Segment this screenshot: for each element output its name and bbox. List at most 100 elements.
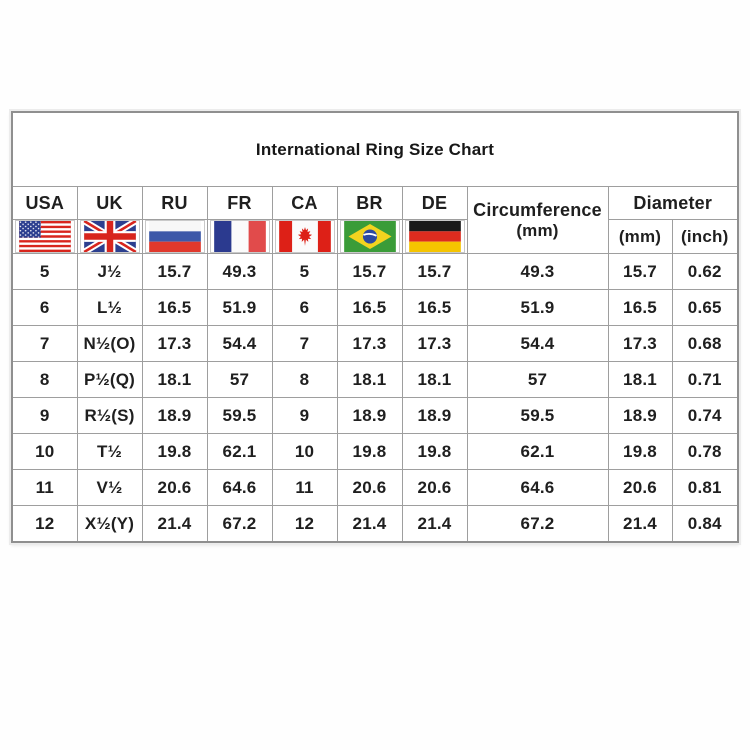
table-cell: 59.5 — [466, 397, 609, 434]
table-cell: 18.1 — [401, 361, 468, 398]
table-cell: 19.8 — [607, 433, 673, 470]
table-cell: 18.1 — [607, 361, 673, 398]
uk-flag-icon — [79, 220, 140, 253]
flag-row: (mm) (inch) — [11, 219, 739, 254]
table-cell: 49.3 — [206, 253, 273, 290]
table-cell: 15.7 — [141, 253, 208, 290]
table-cell: 5 — [271, 253, 338, 290]
france-flag-cell — [206, 219, 273, 254]
table-cell: 59.5 — [206, 397, 273, 434]
table-cell: 16.5 — [336, 289, 403, 326]
table-cell: 67.2 — [206, 505, 273, 543]
table-cell: 62.1 — [466, 433, 609, 470]
table-cell: 10 — [271, 433, 338, 470]
table-cell: 11 — [11, 469, 78, 506]
diameter-inch-header: (inch) — [671, 219, 739, 254]
table-cell: 8 — [11, 361, 78, 398]
table-cell: 9 — [11, 397, 78, 434]
table-cell: 10 — [11, 433, 78, 470]
usa-flag-icon — [14, 220, 75, 253]
table-row: 5 J½ 15.7 49.3 5 15.7 15.7 49.3 15.7 0.62 — [11, 253, 739, 290]
table-row: 11 V½ 20.6 64.6 11 20.6 20.6 64.6 20.6 0.81 — [11, 469, 739, 506]
ring-size-chart-table: International Ring Size Chart USA UK RU … — [11, 111, 739, 543]
table-cell: 19.8 — [141, 433, 208, 470]
table-cell: 18.1 — [336, 361, 403, 398]
table-cell: 9 — [271, 397, 338, 434]
table-cell: N½(O) — [76, 325, 143, 362]
table-cell: 0.84 — [671, 505, 739, 543]
table-cell: 16.5 — [607, 289, 673, 326]
table-cell: 21.4 — [401, 505, 468, 543]
table-cell: 12 — [271, 505, 338, 543]
table-cell: 7 — [271, 325, 338, 362]
table-cell: 15.7 — [401, 253, 468, 290]
table-cell: 17.3 — [401, 325, 468, 362]
column-header-fr: FR — [206, 186, 273, 220]
table-cell: 64.6 — [206, 469, 273, 506]
canada-flag-cell — [271, 219, 338, 254]
table-cell: 51.9 — [466, 289, 609, 326]
table-cell: 64.6 — [466, 469, 609, 506]
table-cell: 0.74 — [671, 397, 739, 434]
table-cell: 49.3 — [466, 253, 609, 290]
column-header-diameter: Diameter — [607, 186, 739, 220]
table-cell: V½ — [76, 469, 143, 506]
table-row: 7 N½(O) 17.3 54.4 7 17.3 17.3 54.4 17.3 0.68 — [11, 325, 739, 362]
table-cell: 21.4 — [607, 505, 673, 543]
table-cell: 0.71 — [671, 361, 739, 398]
table-cell: 0.81 — [671, 469, 739, 506]
table-cell: 20.6 — [141, 469, 208, 506]
column-header-ca: CA — [271, 186, 338, 220]
russia-flag-cell — [141, 219, 208, 254]
column-header-de: DE — [401, 186, 468, 220]
table-cell: 12 — [11, 505, 78, 543]
canada-flag-icon — [274, 220, 335, 253]
table-row: 10 T½ 19.8 62.1 10 19.8 19.8 62.1 19.8 0.78 — [11, 433, 739, 470]
table-cell: 17.3 — [607, 325, 673, 362]
table-cell: 6 — [11, 289, 78, 326]
germany-flag-cell — [401, 219, 468, 254]
table-cell: 67.2 — [466, 505, 609, 543]
table-cell: L½ — [76, 289, 143, 326]
table-cell: J½ — [76, 253, 143, 290]
uk-flag-cell — [76, 219, 143, 254]
usa-flag-cell — [11, 219, 78, 254]
column-header-uk: UK — [76, 186, 143, 220]
page-title: International Ring Size Chart — [11, 111, 739, 187]
table-row: 9 R½(S) 18.9 59.5 9 18.9 18.9 59.5 18.9 0.74 — [11, 397, 739, 434]
table-cell: 17.3 — [141, 325, 208, 362]
table-cell: 11 — [271, 469, 338, 506]
table-cell: 17.3 — [336, 325, 403, 362]
title-row: International Ring Size Chart — [11, 111, 739, 187]
table-cell: 51.9 — [206, 289, 273, 326]
table-cell: 0.68 — [671, 325, 739, 362]
table-cell: 15.7 — [336, 253, 403, 290]
column-header-usa: USA — [11, 186, 78, 220]
table-cell: 54.4 — [206, 325, 273, 362]
table-cell: 19.8 — [336, 433, 403, 470]
country-code-row: USA UK RU FR CA BR DE Circumference (mm)… — [11, 186, 739, 254]
table-cell: 18.9 — [336, 397, 403, 434]
russia-flag-icon — [144, 220, 205, 253]
table-cell: 0.65 — [671, 289, 739, 326]
column-header-br: BR — [336, 186, 403, 220]
diameter-mm-header: (mm) — [607, 219, 673, 254]
table-cell: 0.78 — [671, 433, 739, 470]
table-cell: 57 — [206, 361, 273, 398]
circumference-label: Circumference — [473, 199, 602, 220]
table-cell: 57 — [466, 361, 609, 398]
table-row: 8 P½(Q) 18.1 57 8 18.1 18.1 57 18.1 0.71 — [11, 361, 739, 398]
table-cell: 21.4 — [141, 505, 208, 543]
table-cell: R½(S) — [76, 397, 143, 434]
table-cell: 54.4 — [466, 325, 609, 362]
circumference-unit: (mm) — [516, 220, 559, 240]
brazil-flag-cell — [336, 219, 403, 254]
table-cell: T½ — [76, 433, 143, 470]
table-cell: 20.6 — [401, 469, 468, 506]
table-cell: 7 — [11, 325, 78, 362]
table-cell: 8 — [271, 361, 338, 398]
france-flag-icon — [209, 220, 270, 253]
column-header-ru: RU — [141, 186, 208, 220]
table-cell: 0.62 — [671, 253, 739, 290]
